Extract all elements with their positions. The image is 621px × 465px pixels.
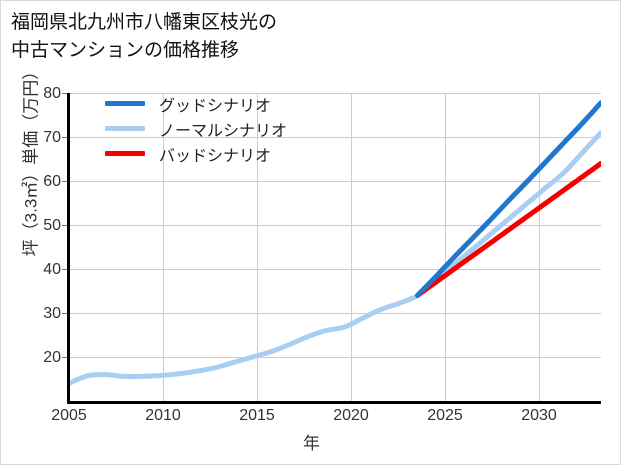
y-tick-mark [62, 269, 68, 270]
line-good-scenario [415, 100, 601, 298]
series-lines [69, 100, 601, 386]
gridline-h [69, 137, 601, 138]
gridline-h [69, 225, 601, 226]
gridline-h [69, 93, 601, 94]
y-tick-mark [62, 225, 68, 226]
y-tick-label-60: 60 [43, 173, 61, 190]
x-axis-spine [67, 401, 601, 404]
y-tick-label-40: 40 [43, 261, 61, 278]
legend-item-good: グッドシナリオ [105, 91, 287, 116]
legend-label-bad: バッドシナリオ [159, 147, 272, 165]
legend-swatch-bad [105, 151, 145, 156]
chart-title: 福岡県北九州市八幡東区枝光の 中古マンションの価格推移 [11, 12, 278, 61]
gridline-v [445, 93, 446, 401]
gridline-v [163, 93, 164, 401]
chart-legend: グッドシナリオ ノーマルシナリオ バッドシナリオ [105, 91, 287, 166]
gridline-h [69, 181, 601, 182]
y-tick-mark [62, 357, 68, 358]
x-axis-label: 年 [303, 434, 320, 453]
x-tick-label-2005: 2005 [51, 407, 87, 424]
gridline-v [351, 93, 352, 401]
y-tick-label-30: 30 [43, 305, 61, 322]
gridline-v [257, 93, 258, 401]
plot-canvas [69, 93, 601, 401]
y-tick-label-20: 20 [43, 349, 61, 366]
y-tick-mark [62, 93, 68, 94]
line-normal-scenario [69, 130, 601, 386]
legend-label-good: グッドシナリオ [159, 97, 272, 115]
gridline-h [69, 357, 601, 358]
y-tick-mark [62, 137, 68, 138]
legend-item-bad: バッドシナリオ [105, 141, 287, 166]
x-tick-label-2030: 2030 [521, 407, 557, 424]
legend-swatch-good [105, 101, 145, 106]
legend-item-normal: ノーマルシナリオ [105, 116, 287, 141]
y-tick-label-80: 80 [43, 85, 61, 102]
y-tick-label-70: 70 [43, 129, 61, 146]
line-bad-scenario [415, 160, 601, 298]
gridline-h [69, 269, 601, 270]
x-tick-label-2015: 2015 [239, 407, 275, 424]
y-tick-mark [62, 181, 68, 182]
legend-label-normal: ノーマルシナリオ [159, 122, 288, 140]
gridline-v [539, 93, 540, 401]
y-tick-label-50: 50 [43, 217, 61, 234]
gridline-h [69, 313, 601, 314]
y-axis-label: 坪（3.3㎡）単価（万円） [21, 62, 41, 257]
x-tick-label-2020: 2020 [333, 407, 369, 424]
x-tick-label-2010: 2010 [145, 407, 181, 424]
x-tick-label-2025: 2025 [427, 407, 463, 424]
y-axis-spine [67, 93, 70, 404]
legend-swatch-normal [105, 126, 145, 131]
y-tick-mark [62, 313, 68, 314]
